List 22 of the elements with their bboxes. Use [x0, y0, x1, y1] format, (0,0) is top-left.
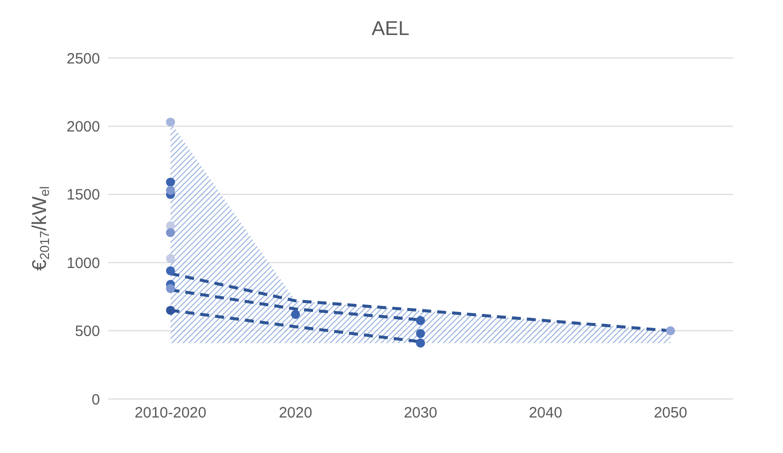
y-tick-label: 1000: [66, 254, 100, 272]
x-tick-label: 2040: [528, 404, 562, 422]
x-tick-label: 2050: [654, 404, 688, 422]
x-tick-label: 2030: [404, 404, 438, 422]
chart-title: AEL: [370, 17, 410, 42]
point: [166, 228, 176, 238]
point: [166, 266, 176, 276]
point: [666, 326, 676, 336]
y-tick-label: 500: [74, 323, 100, 340]
point: [416, 316, 426, 326]
x-tick-label: 2010-2020: [134, 404, 206, 422]
point: [166, 284, 176, 294]
point: [166, 186, 176, 195]
x-tick-label: 2020: [278, 404, 312, 422]
y-tick-label: 1500: [66, 186, 100, 204]
point: [166, 306, 176, 315]
point: [290, 310, 300, 319]
y-tick-label: 2500: [66, 50, 100, 68]
point: [166, 118, 176, 127]
y-tick-label: 0: [92, 391, 100, 408]
y-tick-label: 2000: [66, 118, 100, 136]
point: [166, 254, 176, 264]
